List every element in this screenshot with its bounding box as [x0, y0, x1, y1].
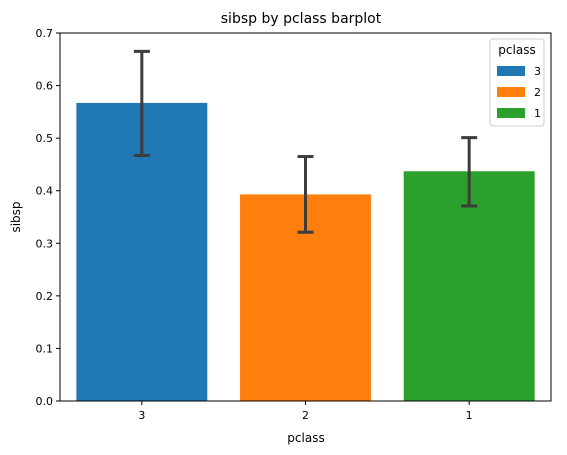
y-axis-label: sibsp: [9, 201, 23, 232]
y-tick-label: 0.2: [36, 290, 54, 303]
legend-title: pclass: [498, 43, 535, 57]
plot-frame: [59, 32, 552, 402]
y-tick-label: 0.4: [36, 185, 54, 198]
x-tick-label: 3: [138, 409, 145, 422]
x-tick-label: 2: [302, 409, 309, 422]
legend-label-2: 2: [534, 86, 541, 99]
y-tick-label: 0.3: [36, 237, 54, 250]
bars: [76, 102, 535, 402]
y-tick-label: 0.6: [36, 80, 54, 93]
bar-pclass-1: [403, 171, 535, 401]
legend-label-1: 1: [534, 107, 541, 120]
legend: pclass 3 2 1: [489, 38, 545, 127]
x-axis: 3 2 1: [138, 401, 473, 422]
chart-title: sibsp by pclass barplot: [221, 11, 382, 27]
legend-box: [489, 38, 545, 127]
y-tick-label: 0.0: [36, 395, 54, 408]
x-axis-label: pclass: [287, 431, 324, 445]
y-axis: 0.0 0.1 0.2 0.3 0.4 0.5 0.6 0.7: [36, 27, 60, 408]
x-tick-label: 1: [466, 409, 473, 422]
legend-label-3: 3: [534, 65, 541, 78]
legend-swatch-1: [497, 108, 525, 118]
y-tick-label: 0.5: [36, 132, 54, 145]
legend-swatch-3: [497, 66, 525, 76]
y-tick-label: 0.7: [36, 27, 54, 40]
y-tick-label: 0.1: [36, 342, 54, 355]
error-bars: [133, 49, 478, 234]
legend-swatch-2: [497, 87, 525, 97]
